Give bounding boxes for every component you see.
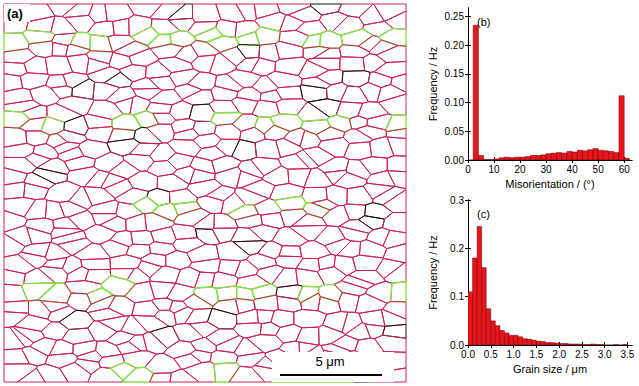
- svg-text:50: 50: [593, 164, 605, 175]
- svg-text:0.2: 0.2: [450, 243, 464, 254]
- svg-text:60: 60: [619, 164, 631, 175]
- svg-text:0.3: 0.3: [450, 195, 464, 206]
- svg-text:(b): (b): [477, 16, 490, 28]
- svg-text:2.5: 2.5: [575, 349, 589, 360]
- svg-text:5 μm: 5 μm: [315, 354, 344, 369]
- svg-text:20: 20: [515, 164, 527, 175]
- svg-text:Misorientation / (°): Misorientation / (°): [505, 178, 594, 190]
- svg-text:3.0: 3.0: [598, 349, 612, 360]
- svg-text:0.25: 0.25: [445, 11, 465, 22]
- svg-text:(c): (c): [477, 208, 490, 220]
- svg-text:Grain size / μm: Grain size / μm: [513, 363, 587, 375]
- svg-text:30: 30: [541, 164, 553, 175]
- svg-text:0.5: 0.5: [484, 349, 498, 360]
- svg-text:0.1: 0.1: [450, 291, 464, 302]
- svg-text:Frequency / Hz: Frequency / Hz: [427, 235, 439, 310]
- svg-text:3.5: 3.5: [620, 349, 634, 360]
- svg-text:2.0: 2.0: [552, 349, 566, 360]
- svg-text:0.00: 0.00: [445, 155, 465, 166]
- svg-text:1.5: 1.5: [529, 349, 543, 360]
- svg-text:0.05: 0.05: [445, 126, 465, 137]
- svg-text:0.0: 0.0: [450, 339, 464, 351]
- svg-text:0.20: 0.20: [445, 40, 465, 51]
- svg-text:0.10: 0.10: [445, 97, 465, 108]
- svg-text:10: 10: [488, 164, 500, 175]
- svg-text:40: 40: [567, 164, 579, 175]
- svg-text:0: 0: [465, 164, 471, 175]
- svg-text:(a): (a): [7, 6, 23, 21]
- svg-text:0.15: 0.15: [445, 68, 465, 79]
- svg-text:1.0: 1.0: [507, 349, 521, 360]
- svg-text:Frequency / Hz: Frequency / Hz: [427, 47, 439, 122]
- svg-text:0.0: 0.0: [461, 349, 475, 360]
